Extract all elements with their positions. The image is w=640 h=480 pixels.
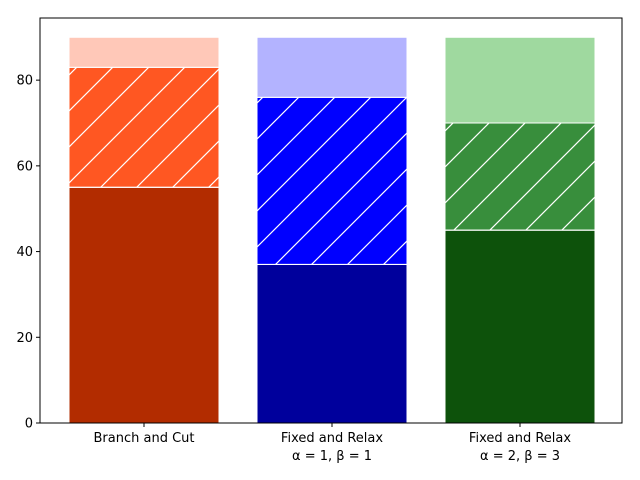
bar-segment-1-0 xyxy=(256,263,408,424)
y-tick-label-3: 60 xyxy=(16,159,33,174)
bar-hatch-0-1 xyxy=(68,66,220,188)
y-tick-label-1: 20 xyxy=(16,331,33,346)
y-tick-label-4: 80 xyxy=(16,74,33,89)
axes-layer: 0 20 40 60 80 Branch and Cut Fixed and Relax α … xyxy=(16,17,623,464)
x-category-label-1-1: α = 1, β = 1 xyxy=(292,449,372,464)
y-tick-label-2: 40 xyxy=(16,245,33,260)
bar-segment-1-2 xyxy=(256,36,408,98)
bar-segment-2-2 xyxy=(444,36,596,124)
plot-frame xyxy=(39,17,623,424)
bar-segment-0-0 xyxy=(68,186,220,424)
x-category-label-0-0: Branch and Cut xyxy=(94,431,195,446)
bar-segment-2-0 xyxy=(444,229,596,424)
bars-layer xyxy=(68,36,596,424)
y-tick-label-0: 0 xyxy=(25,417,33,432)
bar-hatch-2-1 xyxy=(444,122,596,231)
bar-hatch-1-1 xyxy=(256,96,408,265)
x-category-label-2-0: Fixed and Relax xyxy=(469,431,571,446)
x-category-label-2-1: α = 2, β = 3 xyxy=(480,449,560,464)
bar-segment-0-2 xyxy=(68,36,220,68)
x-category-label-1-0: Fixed and Relax xyxy=(281,431,383,446)
